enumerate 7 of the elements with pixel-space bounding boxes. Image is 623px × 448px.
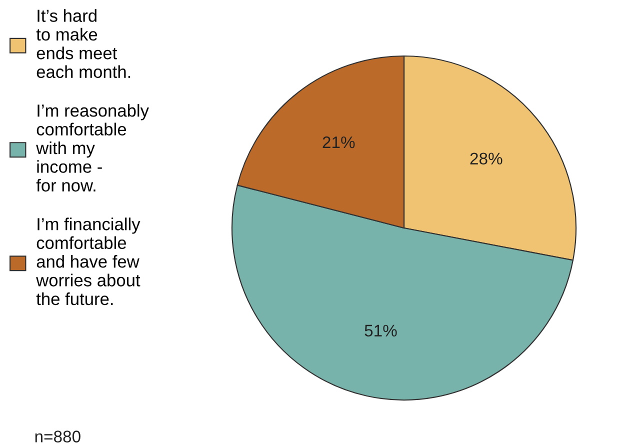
text: n=880 xyxy=(35,430,80,442)
data-label: 51% xyxy=(364,324,397,337)
data-label: 28% xyxy=(470,152,502,164)
data-label: 21% xyxy=(322,136,355,148)
legend-label: It’s hard to make ends meet each month. xyxy=(36,9,130,78)
legend-label: I’m reasonably comfortable with my income - for now. xyxy=(36,104,149,192)
legend-label: I’m financially comfortable and have few worries about the future. xyxy=(36,218,140,306)
